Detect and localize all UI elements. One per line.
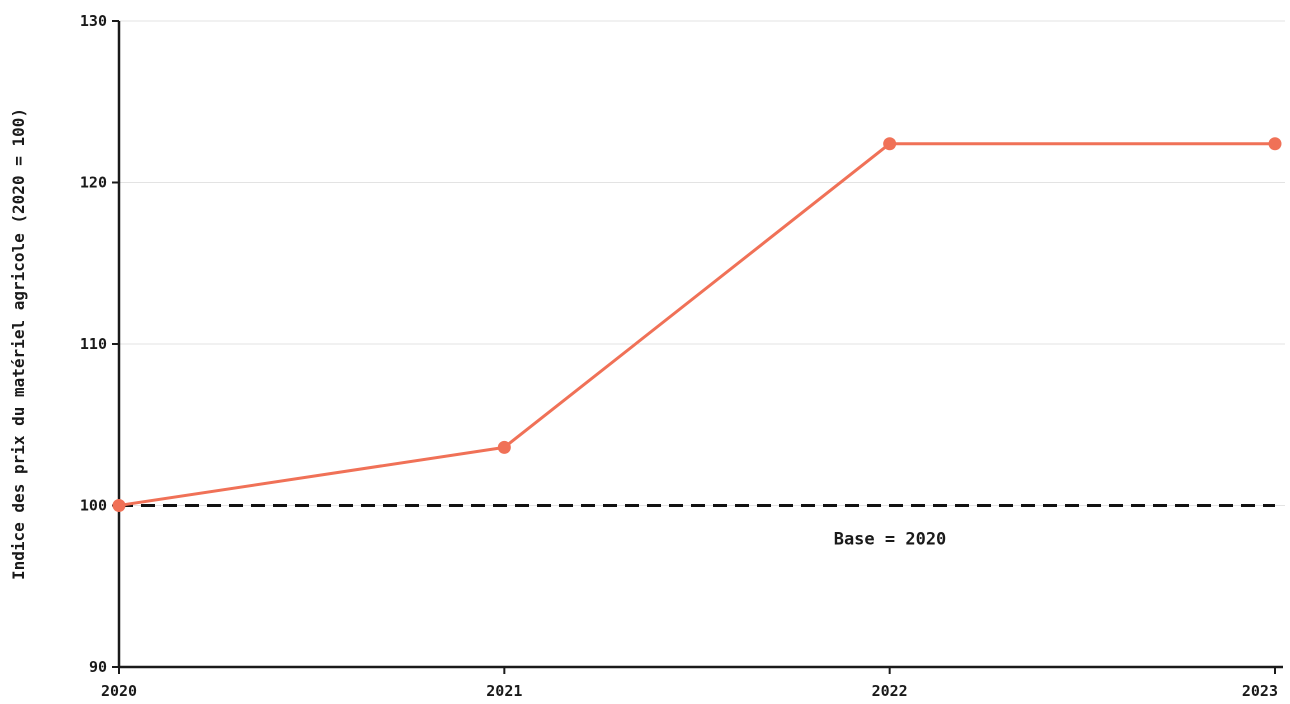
x-tick-label: 2022 bbox=[872, 682, 908, 700]
x-ticks: 2020 2021 2022 2023 bbox=[101, 667, 1278, 700]
y-tick-label: 90 bbox=[89, 658, 107, 676]
y-ticks: 90 100 110 120 130 bbox=[80, 12, 119, 676]
x-tick-label: 2021 bbox=[486, 682, 522, 700]
data-point bbox=[883, 137, 897, 151]
y-tick-label: 120 bbox=[80, 174, 107, 192]
series-line bbox=[118, 142, 1275, 507]
x-tick-label: 2020 bbox=[101, 682, 137, 700]
y-tick-label: 100 bbox=[80, 497, 107, 515]
gridlines bbox=[119, 20, 1285, 506]
x-tick-label: 2023 bbox=[1242, 682, 1278, 700]
data-point bbox=[1268, 137, 1282, 151]
y-tick-label: 130 bbox=[80, 12, 107, 30]
y-tick-label: 110 bbox=[80, 335, 107, 353]
y-axis-title: Indice des prix du matériel agricole (20… bbox=[9, 108, 28, 580]
data-point bbox=[112, 499, 126, 512]
series-group bbox=[112, 137, 1282, 512]
base-annotation: Base = 2020 bbox=[834, 530, 947, 550]
data-point bbox=[497, 440, 511, 454]
